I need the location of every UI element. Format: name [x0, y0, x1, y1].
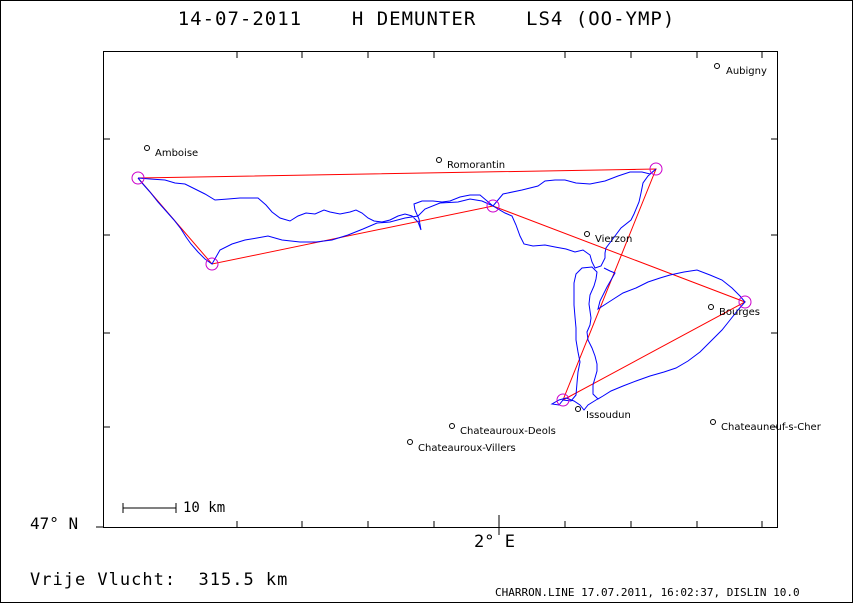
map-frame [103, 51, 778, 528]
place-chateauroux-deols: Chateauroux-Deols [449, 423, 556, 437]
latitude-label: 47° N [30, 514, 79, 533]
place-marker-icon [708, 304, 714, 310]
turnpoint-6 [205, 257, 219, 271]
flight-track-east [550, 266, 746, 411]
place-label: Vierzon [595, 234, 632, 245]
place-marker-icon [449, 423, 455, 429]
place-marker-icon [584, 231, 590, 237]
place-marker-icon [710, 419, 716, 425]
turnpoint-3 [556, 393, 570, 407]
place-marker-icon [575, 406, 581, 412]
place-label: Aubigny [726, 66, 767, 77]
footer-text: CHARRON.LINE 17.07.2011, 16:02:37, DISLI… [495, 586, 800, 599]
scale-bar [122, 503, 177, 513]
place-label: Amboise [155, 148, 198, 159]
place-marker-icon [436, 157, 442, 163]
place-label: Chateauroux-Deols [460, 426, 556, 437]
place-label: Chateauneuf-s-Cher [721, 422, 822, 433]
place-label: Chateauroux-Villers [418, 443, 516, 454]
turnpoint-5 [486, 199, 500, 213]
task-route [137, 168, 747, 402]
flight-track [137, 168, 657, 269]
turnpoints [131, 162, 752, 407]
place-issoudun: Issoudun [575, 406, 631, 421]
place-label: Bourges [719, 307, 760, 318]
longitude-label: 2° E [474, 532, 515, 552]
place-romorantin: Romorantin [436, 157, 505, 171]
chart-title: 14-07-2011 H DEMUNTER LS4 (OO-YMP) [177, 8, 676, 30]
place-amboise: Amboise [144, 145, 198, 159]
turnpoint-2 [649, 162, 663, 176]
scale-label: 10 km [183, 500, 226, 516]
place-vierzon: Vierzon [584, 231, 632, 245]
place-marker-icon [407, 439, 413, 445]
place-chateauneuf-s-cher: Chateauneuf-s-Cher [710, 419, 822, 433]
axis-ticks [96, 52, 777, 535]
place-aubigny: Aubigny [714, 63, 767, 77]
turnpoint-4 [738, 295, 752, 309]
turnpoint-start [131, 171, 145, 185]
place-label: Issoudun [586, 410, 631, 421]
place-markers: Aubigny Amboise Romorantin Vierzon Bourges Is… [144, 63, 822, 454]
distance-label: Vrije Vlucht: 315.5 km [30, 570, 289, 590]
place-marker-icon [714, 63, 720, 69]
place-label: Romorantin [447, 160, 505, 171]
place-bourges: Bourges [708, 304, 760, 318]
place-marker-icon [144, 145, 150, 151]
place-chateauroux-villers: Chateauroux-Villers [407, 439, 516, 454]
